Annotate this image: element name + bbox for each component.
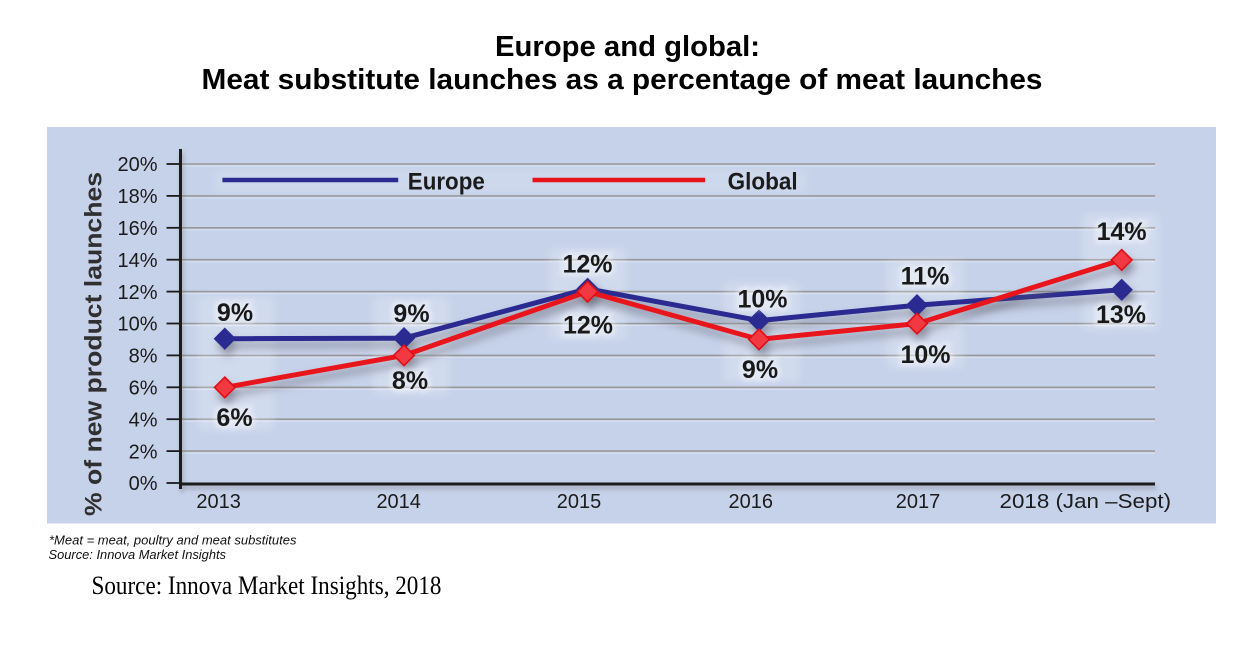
- svg-text:8%: 8%: [392, 367, 428, 395]
- svg-text:Source: Innova Market Insights: Source: Innova Market Insights, 2018: [92, 571, 442, 600]
- svg-text:2017: 2017: [896, 491, 941, 513]
- svg-text:10%: 10%: [117, 314, 157, 336]
- svg-text:12%: 12%: [563, 312, 613, 340]
- svg-text:2018 (Jan –Sept): 2018 (Jan –Sept): [1000, 491, 1172, 513]
- svg-text:14%: 14%: [1097, 218, 1147, 246]
- svg-text:*Meat = meat, poultry and meat: *Meat = meat, poultry and meat substitut…: [49, 533, 297, 548]
- svg-text:11%: 11%: [901, 263, 950, 291]
- svg-text:10%: 10%: [737, 286, 787, 314]
- svg-text:2016: 2016: [729, 491, 774, 513]
- svg-text:% of new product launches: % of new product launches: [81, 172, 108, 516]
- svg-text:9%: 9%: [217, 299, 253, 327]
- svg-text:8%: 8%: [392, 367, 428, 395]
- svg-text:6%: 6%: [216, 404, 252, 432]
- svg-text:Meat substitute launches as a: Meat substitute launches as a percentage…: [202, 64, 1043, 96]
- svg-text:2014: 2014: [376, 491, 421, 513]
- svg-text:4%: 4%: [129, 409, 158, 431]
- svg-text:18%: 18%: [117, 186, 157, 208]
- svg-text:Global: Global: [728, 168, 798, 195]
- svg-text:16%: 16%: [117, 218, 157, 240]
- svg-text:12%: 12%: [563, 312, 613, 340]
- svg-text:14%: 14%: [1097, 218, 1147, 246]
- svg-text:6%: 6%: [129, 378, 158, 400]
- svg-text:9%: 9%: [742, 356, 778, 384]
- svg-text:Europe and global:: Europe and global:: [495, 31, 760, 63]
- svg-text:2015: 2015: [557, 491, 602, 513]
- svg-text:0%: 0%: [129, 473, 158, 495]
- svg-text:12%: 12%: [562, 251, 612, 279]
- svg-text:20%: 20%: [117, 154, 157, 176]
- svg-text:12%: 12%: [117, 282, 157, 304]
- svg-text:9%: 9%: [742, 356, 778, 384]
- svg-text:9%: 9%: [217, 299, 253, 327]
- svg-text:Source: Innova Market Insights: Source: Innova Market Insights: [49, 547, 227, 562]
- svg-text:Europe: Europe: [408, 168, 485, 195]
- svg-text:12%: 12%: [562, 251, 612, 279]
- svg-text:9%: 9%: [393, 300, 429, 328]
- svg-text:2%: 2%: [129, 441, 158, 463]
- svg-text:10%: 10%: [737, 286, 787, 314]
- svg-text:11%: 11%: [901, 263, 950, 291]
- svg-text:10%: 10%: [900, 341, 950, 369]
- svg-text:14%: 14%: [117, 250, 157, 272]
- svg-text:6%: 6%: [216, 404, 252, 432]
- svg-text:10%: 10%: [900, 341, 950, 369]
- svg-text:2013: 2013: [196, 491, 241, 513]
- svg-text:9%: 9%: [393, 300, 429, 328]
- svg-text:13%: 13%: [1096, 301, 1146, 329]
- svg-text:13%: 13%: [1096, 301, 1146, 329]
- svg-text:8%: 8%: [129, 346, 158, 368]
